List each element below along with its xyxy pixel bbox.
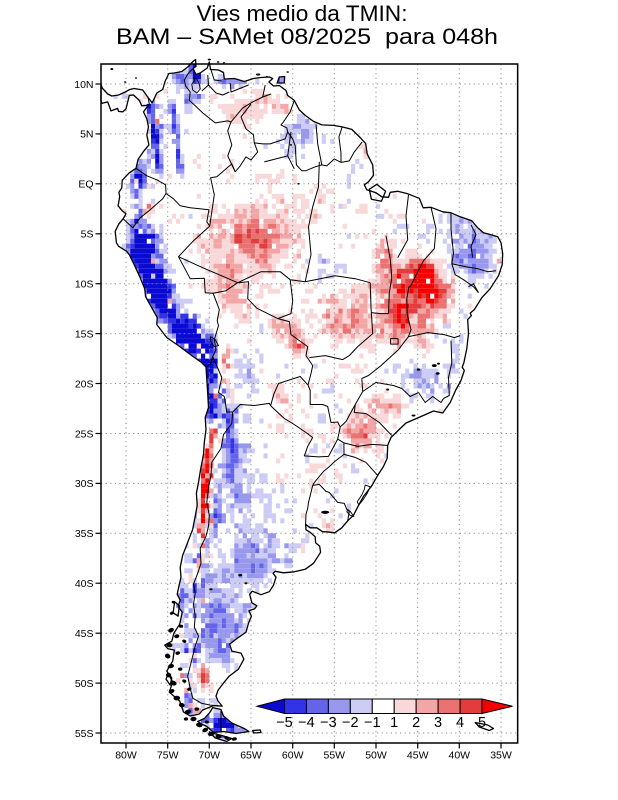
- svg-text:1: 1: [390, 715, 398, 731]
- svg-text:EQ: EQ: [78, 179, 93, 191]
- svg-text:40W: 40W: [449, 750, 471, 762]
- svg-text:45W: 45W: [407, 750, 429, 762]
- svg-text:20S: 20S: [75, 378, 94, 390]
- svg-text:40S: 40S: [75, 578, 94, 590]
- svg-text:35W: 35W: [490, 750, 512, 762]
- svg-text:70W: 70W: [199, 750, 221, 762]
- svg-text:65W: 65W: [240, 750, 262, 762]
- svg-text:30S: 30S: [75, 478, 94, 490]
- svg-text:10S: 10S: [75, 279, 94, 291]
- svg-text:80W: 80W: [115, 750, 137, 762]
- svg-text:5: 5: [478, 715, 486, 731]
- svg-text:−3: −3: [320, 715, 337, 731]
- svg-text:BAM – SAMet 08/2025 para 048h: BAM – SAMet 08/2025 para 048h: [116, 24, 498, 49]
- svg-text:−5: −5: [276, 715, 293, 731]
- svg-text:35S: 35S: [75, 528, 94, 540]
- svg-text:4: 4: [456, 715, 464, 731]
- svg-text:50S: 50S: [75, 678, 94, 690]
- svg-text:75W: 75W: [157, 750, 179, 762]
- svg-text:55S: 55S: [75, 728, 94, 740]
- svg-text:45S: 45S: [75, 628, 94, 640]
- svg-text:5S: 5S: [81, 229, 94, 241]
- svg-text:3: 3: [434, 715, 442, 731]
- svg-text:−2: −2: [342, 715, 359, 731]
- svg-text:25S: 25S: [75, 428, 94, 440]
- svg-text:5N: 5N: [80, 129, 93, 141]
- svg-text:15S: 15S: [75, 328, 94, 340]
- svg-text:55W: 55W: [324, 750, 346, 762]
- svg-text:10N: 10N: [74, 79, 93, 91]
- svg-text:−4: −4: [298, 715, 315, 731]
- svg-text:2: 2: [412, 715, 420, 731]
- svg-text:50W: 50W: [365, 750, 387, 762]
- svg-text:Vies medio da TMIN:: Vies medio da TMIN:: [197, 1, 408, 26]
- svg-text:60W: 60W: [282, 750, 304, 762]
- svg-text:−1: −1: [364, 715, 381, 731]
